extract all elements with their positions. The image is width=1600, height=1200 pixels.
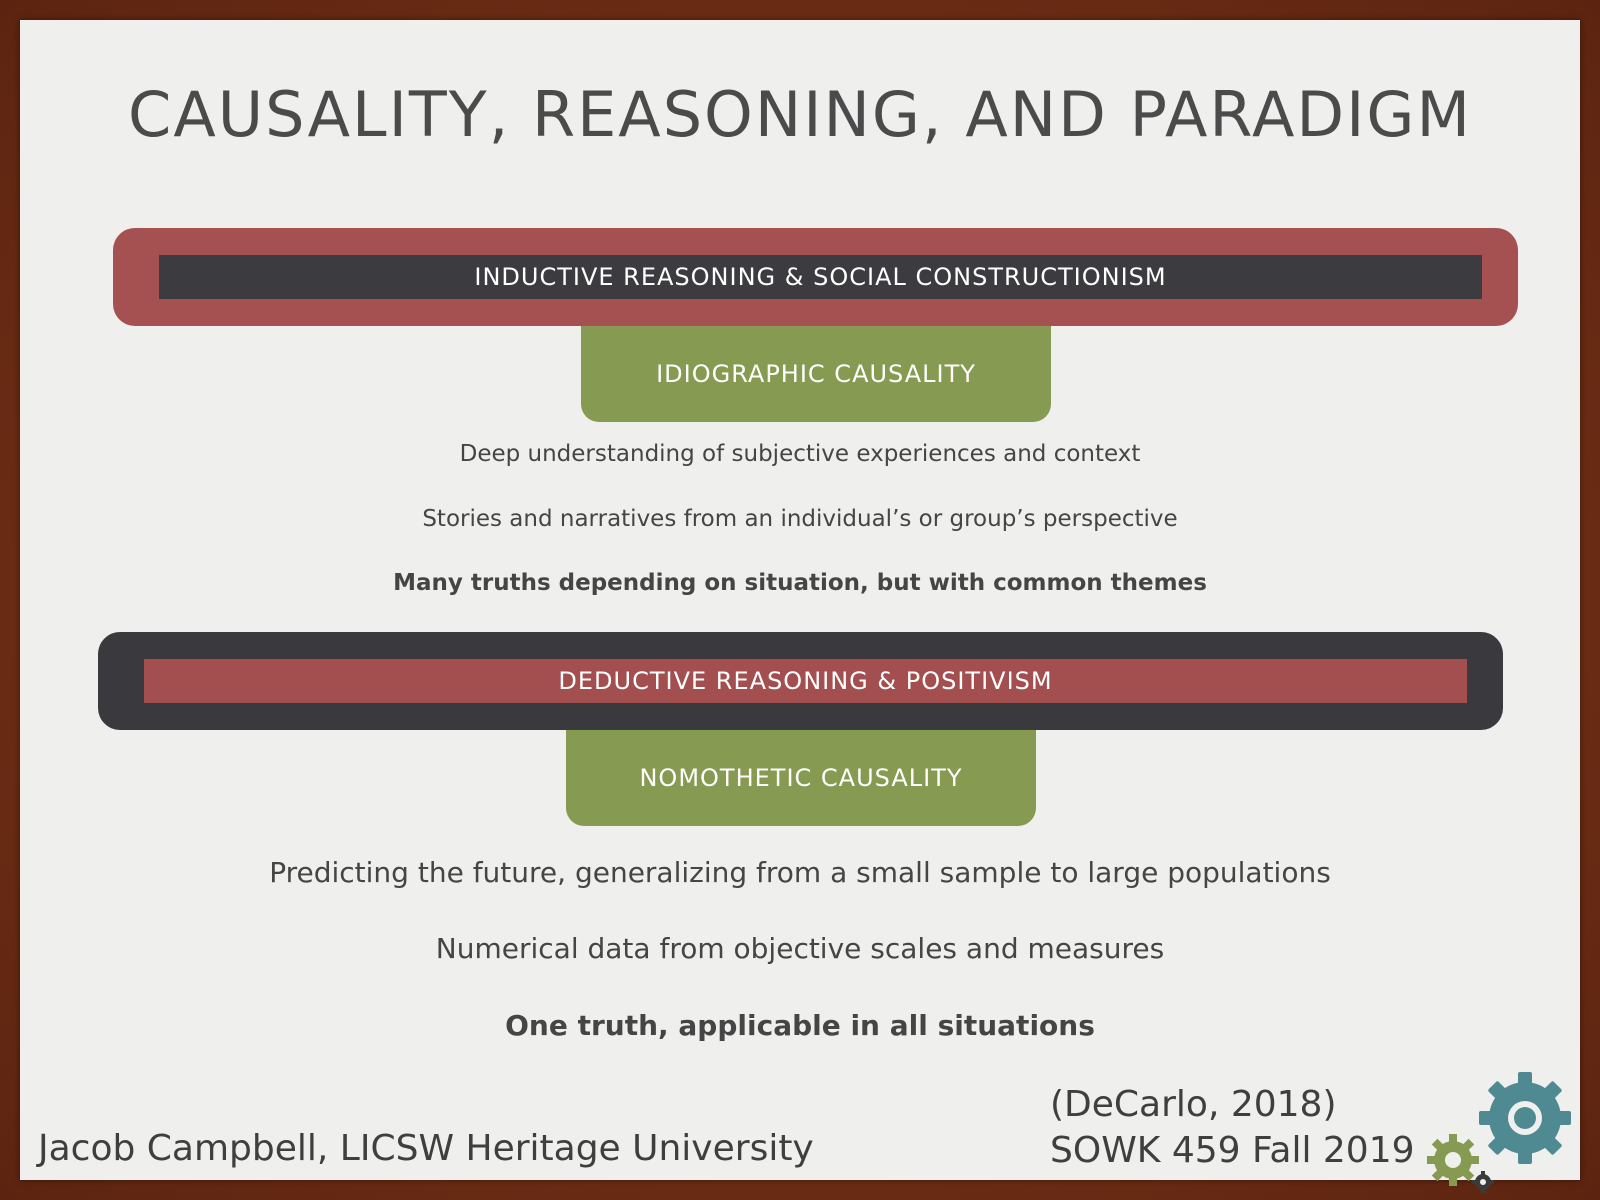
slide [20, 20, 1580, 1180]
section2-line-2: Numerical data from objective scales and… [435, 932, 1165, 965]
gears-icon [1427, 1072, 1571, 1193]
idiographic-tab: IDIOGRAPHIC CAUSALITY [581, 326, 1051, 422]
nomothetic-tab: NOMOTHETIC CAUSALITY [566, 730, 1036, 826]
section1-line-1: Deep understanding of subjective experie… [459, 441, 1141, 467]
deductive-band: DEDUCTIVE REASONING & POSITIVISM [98, 632, 1503, 730]
deductive-band-label: DEDUCTIVE REASONING & POSITIVISM [144, 659, 1467, 703]
section1-line-2: Stories and narratives from an individua… [422, 506, 1178, 532]
section1-line-3: Many truths depending on situation, but … [393, 570, 1207, 596]
course-text: SOWK 459 Fall 2019 [1050, 1130, 1415, 1171]
citation-text: (DeCarlo, 2018) [1050, 1084, 1337, 1125]
inductive-band: INDUCTIVE REASONING & SOCIAL CONSTRUCTIO… [113, 228, 1518, 326]
inductive-band-label: INDUCTIVE REASONING & SOCIAL CONSTRUCTIO… [159, 255, 1482, 299]
author-footer: Jacob Campbell, LICSW Heritage Universit… [38, 1128, 814, 1169]
citation-footer: (DeCarlo, 2018) SOWK 459 Fall 2019 [1050, 1082, 1415, 1174]
section2-line-1: Predicting the future, generalizing from… [269, 856, 1331, 889]
slide-title: CAUSALITY, REASONING, AND PARADIGM [128, 78, 1472, 151]
section2-line-3: One truth, applicable in all situations [505, 1009, 1095, 1042]
